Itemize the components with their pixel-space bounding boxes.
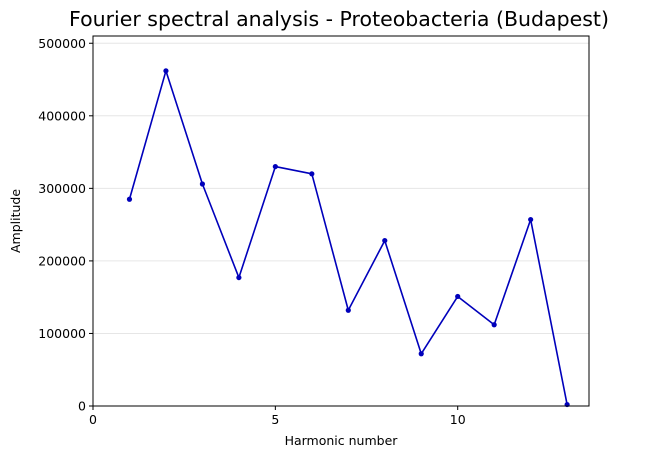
data-point-12: [528, 216, 534, 223]
y-tick-label-2: 200000: [38, 253, 86, 268]
x-tick-label-0: 0: [89, 412, 97, 427]
data-point-1: [126, 196, 133, 202]
data-point-4: [236, 274, 242, 281]
data-point-5: [272, 163, 278, 170]
y-tick-label-3: 300000: [38, 181, 86, 196]
x-axis-ticks: 0 5 10: [89, 406, 466, 427]
data-point-11: [491, 322, 497, 328]
y-tick-label-1: 100000: [38, 326, 86, 341]
x-tick-label-2: 10: [450, 412, 466, 427]
data-point-7: [345, 307, 351, 313]
y-tick-label-4: 400000: [38, 108, 86, 123]
data-point-9: [418, 351, 424, 357]
data-point-8: [382, 237, 388, 244]
y-tick-label-0: 0: [78, 399, 86, 414]
data-point-6: [309, 171, 315, 177]
data-point-10: [455, 293, 461, 300]
y-tick-label-5: 500000: [38, 36, 86, 51]
series-line-0: [128, 70, 568, 405]
data-point-3: [199, 181, 206, 187]
x-axis-label: Harmonic number: [285, 433, 399, 448]
x-tick-label-1: 5: [271, 412, 279, 427]
data-point-2: [163, 68, 169, 74]
y-axis-label: Amplitude: [8, 189, 23, 253]
chart-title: Fourier spectral analysis - Proteobacter…: [69, 7, 609, 31]
y-axis-ticks: 0 100000 200000 300000 400000 500000: [38, 36, 93, 414]
series-layer: [126, 68, 570, 408]
plot-frame: [92, 35, 590, 407]
grid-lines: [93, 42, 589, 334]
